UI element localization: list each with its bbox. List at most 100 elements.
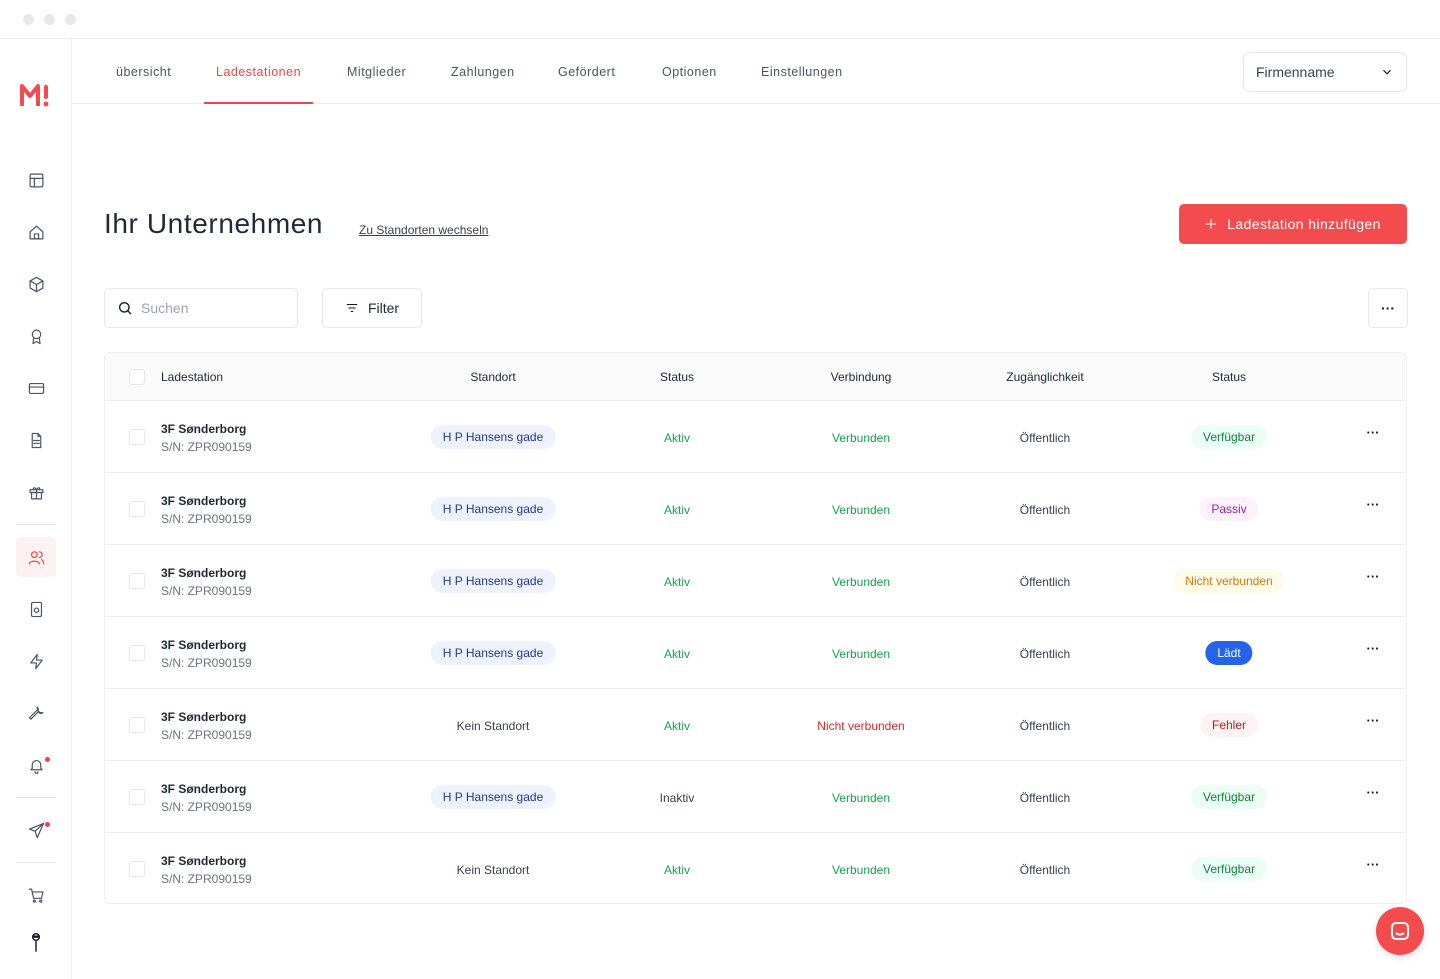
state-badge: Nicht verbunden bbox=[1173, 569, 1285, 593]
tab-optionen[interactable]: Optionen bbox=[662, 65, 717, 79]
chat-launcher-button[interactable] bbox=[1376, 907, 1424, 955]
table-row[interactable]: 3F Sønderborg S/N: ZPR090159 H P Hansens g… bbox=[105, 617, 1406, 689]
tab-zahlungen[interactable]: Zahlungen bbox=[451, 65, 515, 79]
location-text: Kein Standort bbox=[456, 719, 530, 733]
connection-text: Verbunden bbox=[831, 791, 891, 805]
send-icon[interactable] bbox=[16, 810, 56, 850]
lightning-icon[interactable] bbox=[16, 641, 56, 681]
row-menu-button[interactable]: ··· bbox=[1366, 497, 1380, 512]
row-checkbox[interactable] bbox=[129, 501, 145, 517]
row-checkbox[interactable] bbox=[129, 861, 145, 877]
access-text: Öffentlich bbox=[1019, 575, 1071, 589]
close-traffic-light[interactable] bbox=[23, 14, 34, 25]
row-menu-button[interactable]: ··· bbox=[1366, 425, 1380, 440]
connection-text: Nicht verbunden bbox=[817, 719, 905, 733]
station-serial: S/N: ZPR090159 bbox=[161, 656, 252, 670]
table-row[interactable]: 3F Sønderborg S/N: ZPR090159 H P Hansens g… bbox=[105, 401, 1406, 473]
send-notification-dot bbox=[45, 822, 50, 827]
switch-to-locations-link[interactable]: Zu Standorten wechseln bbox=[359, 223, 489, 237]
location-badge[interactable]: H P Hansens gade bbox=[430, 497, 556, 521]
award-icon[interactable] bbox=[16, 316, 56, 356]
row-menu-button[interactable]: ··· bbox=[1366, 641, 1380, 656]
state-badge: Lädt bbox=[1205, 641, 1253, 665]
tab-uebersicht[interactable]: übersicht bbox=[116, 65, 172, 79]
row-checkbox[interactable] bbox=[129, 573, 145, 589]
company-select[interactable]: Firmenname bbox=[1243, 52, 1407, 92]
connection-text: Verbunden bbox=[831, 503, 891, 517]
header-standort[interactable]: Standort bbox=[470, 370, 516, 384]
status-text: Aktiv bbox=[663, 575, 691, 589]
connection-text: Verbunden bbox=[831, 431, 891, 445]
state-badge: Verfügbar bbox=[1190, 425, 1268, 449]
charging-stations-table: Ladestation Standort Status Verbindung Z… bbox=[104, 352, 1407, 904]
search-input[interactable] bbox=[141, 300, 281, 316]
company-select-value: Firmenname bbox=[1256, 64, 1335, 80]
wrench-icon[interactable] bbox=[16, 693, 56, 733]
connection-text: Verbunden bbox=[831, 647, 891, 661]
device-icon[interactable] bbox=[16, 589, 56, 629]
search-box[interactable] bbox=[104, 288, 298, 328]
layout-icon[interactable] bbox=[16, 160, 56, 200]
location-badge[interactable]: H P Hansens gade bbox=[430, 425, 556, 449]
station-serial: S/N: ZPR090159 bbox=[161, 728, 252, 742]
avatar-icon[interactable] bbox=[16, 922, 56, 962]
station-serial: S/N: ZPR090159 bbox=[161, 512, 252, 526]
minimize-traffic-light[interactable] bbox=[44, 14, 55, 25]
status-text: Aktiv bbox=[663, 503, 691, 517]
station-name: 3F Sønderborg bbox=[161, 494, 247, 508]
location-badge[interactable]: H P Hansens gade bbox=[430, 569, 556, 593]
state-badge: Fehler bbox=[1199, 713, 1259, 737]
filter-button[interactable]: Filter bbox=[322, 288, 422, 328]
header-verbindung[interactable]: Verbindung bbox=[830, 370, 892, 384]
row-checkbox[interactable] bbox=[129, 429, 145, 445]
row-menu-button[interactable]: ··· bbox=[1366, 713, 1380, 728]
filter-icon bbox=[346, 303, 358, 313]
access-text: Öffentlich bbox=[1019, 647, 1071, 661]
more-options-button[interactable]: ··· bbox=[1368, 288, 1408, 328]
brand-logo[interactable] bbox=[20, 81, 52, 114]
table-row[interactable]: 3F Sønderborg S/N: ZPR090159 Kein Standort… bbox=[105, 833, 1406, 903]
row-menu-button[interactable]: ··· bbox=[1366, 569, 1380, 584]
location-badge[interactable]: H P Hansens gade bbox=[430, 785, 556, 809]
header-zugaenglichkeit[interactable]: Zugänglichkeit bbox=[1006, 370, 1084, 384]
sidebar-divider bbox=[16, 524, 56, 525]
document-icon[interactable] bbox=[16, 420, 56, 460]
location-badge[interactable]: H P Hansens gade bbox=[430, 641, 556, 665]
table-header: Ladestation Standort Status Verbindung Z… bbox=[105, 353, 1406, 401]
bell-icon[interactable] bbox=[16, 745, 56, 785]
credit-card-icon[interactable] bbox=[16, 368, 56, 408]
gift-icon[interactable] bbox=[16, 472, 56, 512]
filter-label: Filter bbox=[367, 300, 400, 316]
table-row[interactable]: 3F Sønderborg S/N: ZPR090159 Kein Standort… bbox=[105, 689, 1406, 761]
box-icon[interactable] bbox=[16, 264, 56, 304]
add-charging-station-button[interactable]: Ladestation hinzufügen bbox=[1179, 204, 1407, 244]
row-menu-button[interactable]: ··· bbox=[1366, 857, 1380, 872]
header-status[interactable]: Status bbox=[659, 370, 695, 384]
table-row[interactable]: 3F Sønderborg S/N: ZPR090159 H P Hansens g… bbox=[105, 473, 1406, 545]
tab-ladestationen[interactable]: Ladestationen bbox=[203, 39, 314, 104]
top-navigation: übersicht Ladestationen Mitglieder Zahlu… bbox=[72, 39, 1440, 104]
users-icon[interactable] bbox=[16, 537, 56, 577]
table-row[interactable]: 3F Sønderborg S/N: ZPR090159 H P Hansens g… bbox=[105, 545, 1406, 617]
cart-icon[interactable] bbox=[16, 875, 56, 915]
header-ladestation[interactable]: Ladestation bbox=[161, 370, 224, 384]
tab-gefoerdert[interactable]: Gefördert bbox=[558, 65, 616, 79]
row-menu-button[interactable]: ··· bbox=[1366, 785, 1380, 800]
tab-mitglieder[interactable]: Mitglieder bbox=[347, 65, 407, 79]
row-checkbox[interactable] bbox=[129, 789, 145, 805]
row-checkbox[interactable] bbox=[129, 717, 145, 733]
home-icon[interactable] bbox=[16, 212, 56, 252]
connection-text: Verbunden bbox=[831, 863, 891, 877]
access-text: Öffentlich bbox=[1019, 791, 1071, 805]
row-checkbox[interactable] bbox=[129, 645, 145, 661]
select-all-checkbox[interactable] bbox=[129, 369, 145, 385]
sidebar-divider bbox=[16, 797, 56, 798]
status-text: Aktiv bbox=[663, 431, 691, 445]
station-serial: S/N: ZPR090159 bbox=[161, 584, 252, 598]
status-text: Aktiv bbox=[663, 647, 691, 661]
chevron-down-icon bbox=[1383, 69, 1391, 75]
table-row[interactable]: 3F Sønderborg S/N: ZPR090159 H P Hansens g… bbox=[105, 761, 1406, 833]
maximize-traffic-light[interactable] bbox=[65, 14, 76, 25]
tab-einstellungen[interactable]: Einstellungen bbox=[761, 65, 843, 79]
header-status-state[interactable]: Status bbox=[1211, 370, 1247, 384]
